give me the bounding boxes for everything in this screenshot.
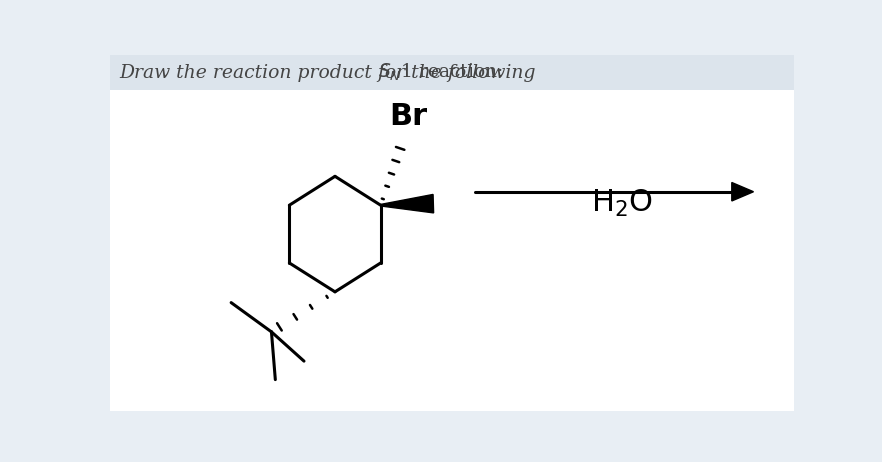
Bar bbox=[110, 55, 794, 90]
Text: $\mathit{S}_N$1 reaction:: $\mathit{S}_N$1 reaction: bbox=[377, 62, 503, 84]
Text: Draw the reaction product for the following: Draw the reaction product for the follow… bbox=[120, 64, 542, 82]
Text: Br: Br bbox=[390, 102, 428, 131]
Text: H$_2$O: H$_2$O bbox=[591, 188, 653, 219]
Polygon shape bbox=[381, 195, 434, 213]
Polygon shape bbox=[732, 182, 753, 201]
